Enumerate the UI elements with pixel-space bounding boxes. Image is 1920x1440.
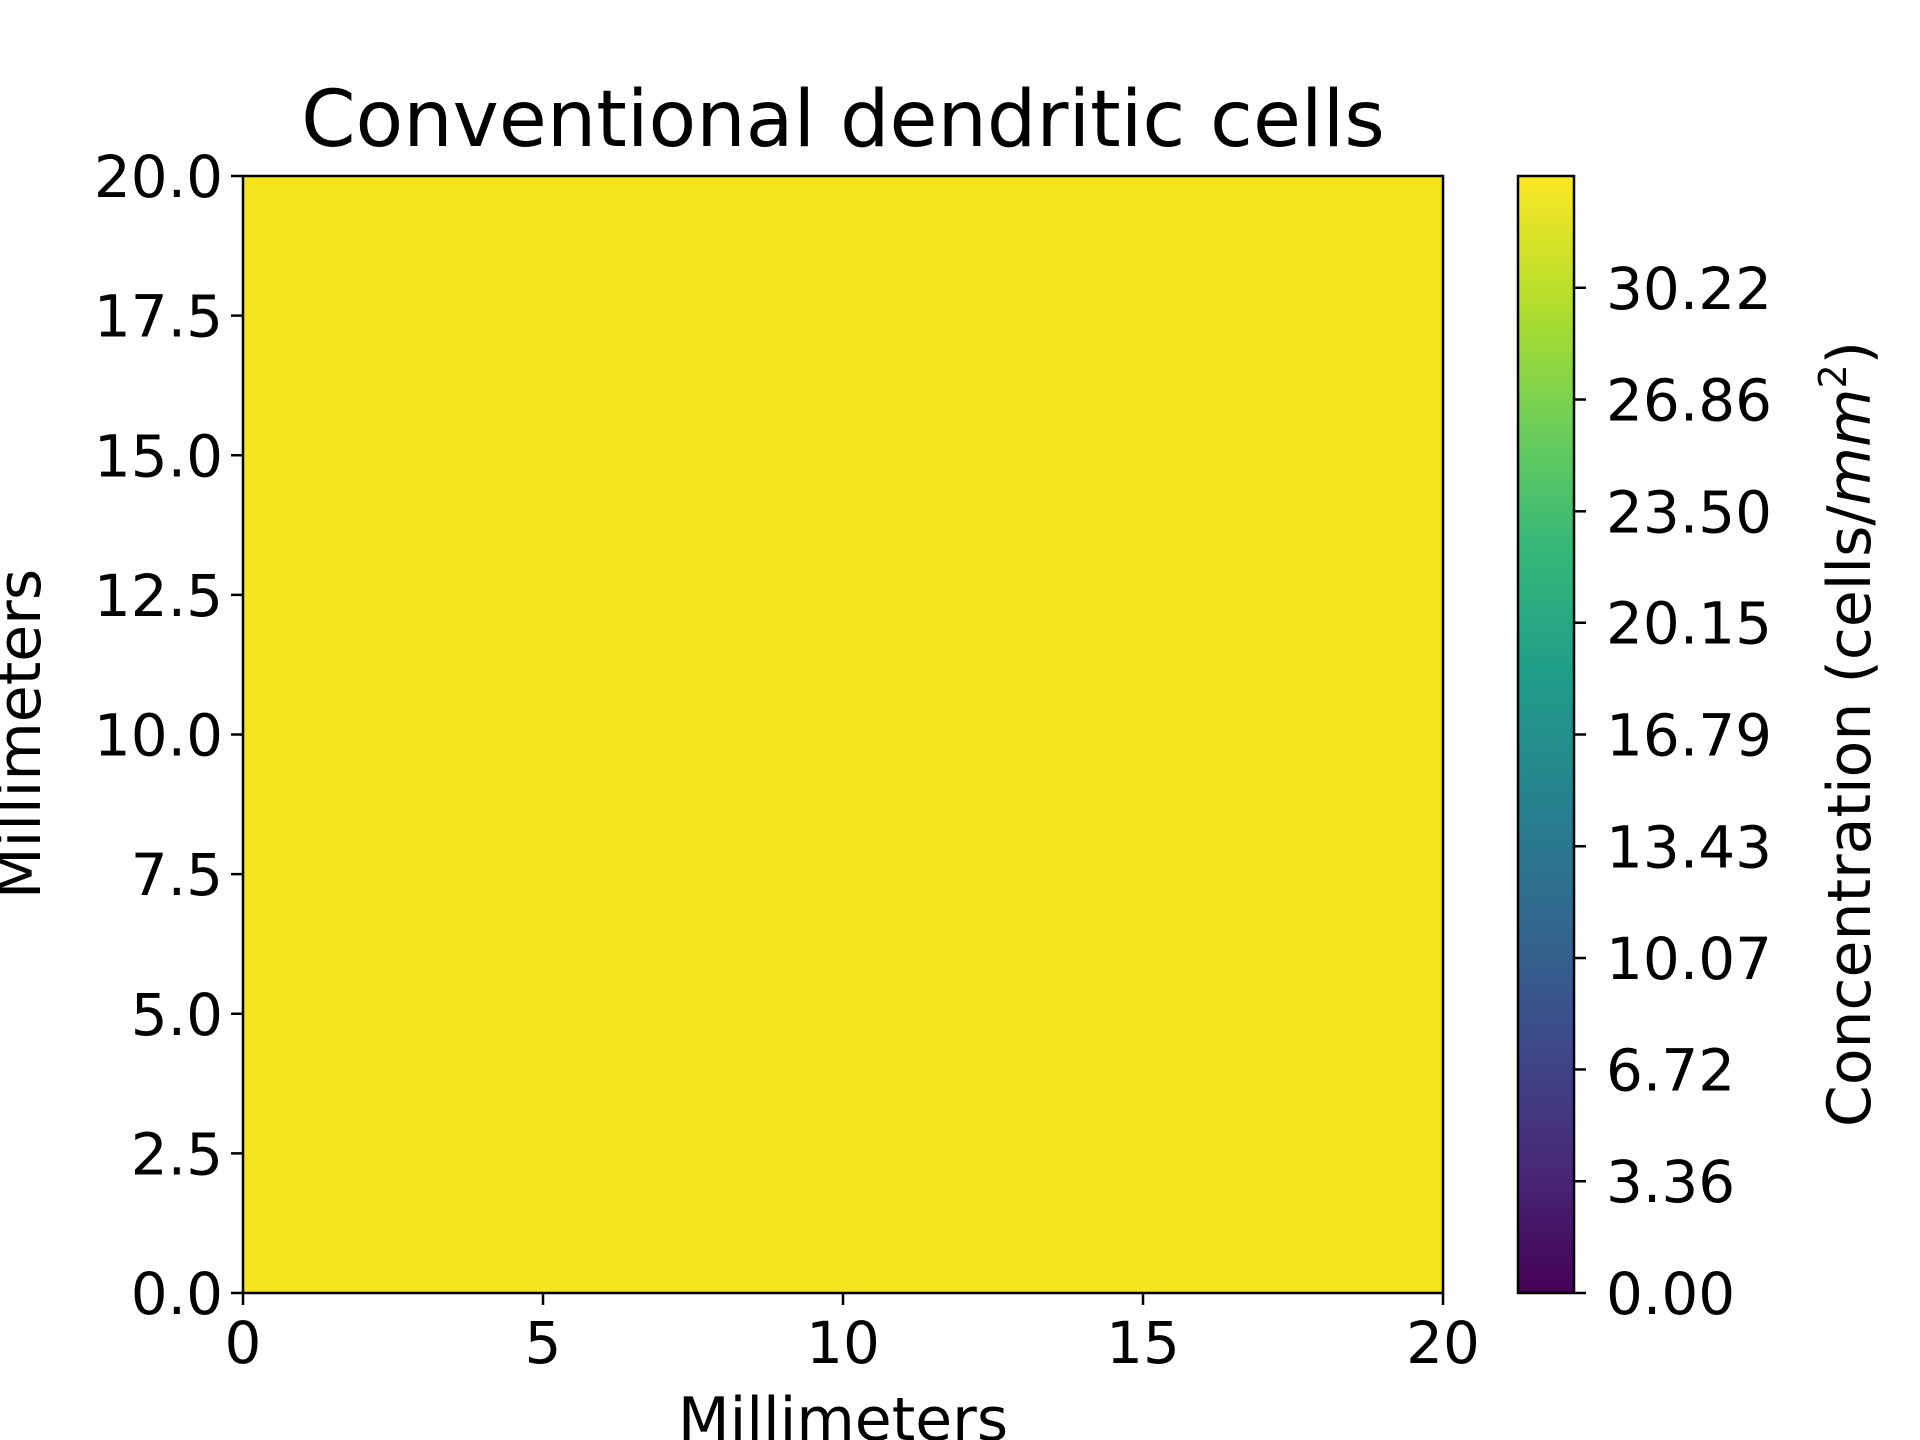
heatmap-field bbox=[243, 176, 1443, 1293]
y-tick-label: 15.0 bbox=[94, 422, 223, 490]
y-axis-ticks: 0.0 2.5 5.0 7.5 10.0 12.5 15.0 17.5 20.0 bbox=[94, 143, 243, 1328]
x-tick-label: 15 bbox=[1106, 1309, 1180, 1377]
y-tick-label: 20.0 bbox=[94, 143, 223, 211]
y-tick-label: 12.5 bbox=[94, 562, 223, 630]
colorbar-tick-label: 16.79 bbox=[1606, 702, 1772, 770]
colorbar-tick-label: 13.43 bbox=[1606, 813, 1772, 881]
y-tick-label: 7.5 bbox=[131, 841, 223, 909]
colorbar-label: Concentration (cells/mm2) bbox=[1811, 341, 1885, 1127]
x-tick-label: 5 bbox=[525, 1309, 562, 1377]
y-axis-label: Millimeters bbox=[0, 569, 55, 899]
x-tick-label: 0 bbox=[225, 1309, 262, 1377]
colorbar-tick-label: 0.00 bbox=[1606, 1260, 1735, 1328]
y-tick-label: 2.5 bbox=[131, 1120, 223, 1188]
y-tick-label: 5.0 bbox=[131, 981, 223, 1049]
colorbar-tick-label: 26.86 bbox=[1606, 367, 1772, 435]
colorbar-tick-label: 30.22 bbox=[1606, 255, 1772, 323]
colorbar-tick-label: 3.36 bbox=[1606, 1148, 1735, 1216]
colorbar-tick-label: 6.72 bbox=[1606, 1036, 1735, 1104]
colorbar-tick-label: 23.50 bbox=[1606, 478, 1772, 546]
colorbar-tick-label: 10.07 bbox=[1606, 925, 1772, 993]
y-tick-label: 17.5 bbox=[94, 283, 223, 351]
x-tick-label: 10 bbox=[806, 1309, 880, 1377]
chart-title: Conventional dendritic cells bbox=[301, 75, 1385, 165]
colorbar bbox=[1516, 174, 1576, 1295]
x-axis-label: Millimeters bbox=[678, 1385, 1008, 1440]
x-axis-ticks: 0 5 10 15 20 bbox=[225, 1293, 1480, 1377]
colorbar-ticks: 0.00 3.36 6.72 10.07 13.43 16.79 20.15 23.50 26.… bbox=[1574, 255, 1772, 1328]
y-tick-label: 10.0 bbox=[94, 702, 223, 770]
colorbar-tick-label: 20.15 bbox=[1606, 590, 1772, 658]
x-tick-label: 20 bbox=[1406, 1309, 1480, 1377]
y-tick-label: 0.0 bbox=[131, 1260, 223, 1328]
